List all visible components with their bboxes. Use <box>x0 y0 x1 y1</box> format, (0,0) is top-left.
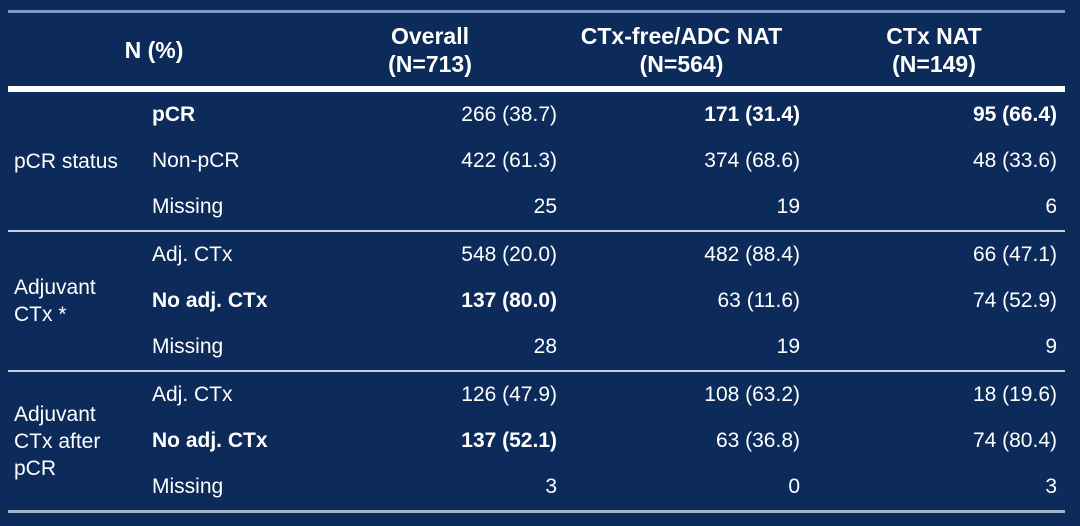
header-cell-n-percent: N (%) <box>124 36 184 63</box>
group-pcr-status: pCR status pCR 266 (38.7) 171 (31.4) 95 … <box>8 89 1065 231</box>
value-ctx-nat: 18 (19.6) <box>972 383 1057 406</box>
group-adjuvant-ctx-after-pcr: Adjuvant CTx after pCR Adj. CTx 126 (47.… <box>8 371 1065 512</box>
header-ctx-nat-n: (N=149) <box>892 50 976 77</box>
value-ctx-nat: 3 <box>1045 475 1057 498</box>
row-label: Missing <box>152 335 224 358</box>
group-adjuvant-ctx: Adjuvant CTx * Adj. CTx 548 (20.0) 482 (… <box>8 231 1065 371</box>
row-label: No adj. CTx <box>152 289 268 312</box>
value-ctx-nat: 9 <box>1045 335 1057 358</box>
value-ctx-free: 19 <box>776 195 800 218</box>
table-row: pCR status pCR 266 (38.7) 171 (31.4) 95 … <box>8 89 1065 173</box>
value-ctx-nat: 74 (52.9) <box>972 289 1057 312</box>
value-ctx-nat: 48 (33.6) <box>972 149 1057 172</box>
table-header: N (%) Overall (N=713) CTx-free/ADC NAT (… <box>8 11 1065 90</box>
table-row: Adjuvant CTx after pCR Adj. CTx 126 (47.… <box>8 371 1065 480</box>
header-cell-ctx-free-adc-nat: CTx-free/ADC NAT (N=564) <box>560 12 803 90</box>
table-row: Missing 28 19 9 <box>8 324 1065 371</box>
row-label: Non-pCR <box>152 149 240 172</box>
value-overall: 422 (61.3) <box>461 149 557 172</box>
row-label: Missing <box>152 195 224 218</box>
value-ctx-free: 19 <box>776 335 800 358</box>
row-label: No adj. CTx <box>152 429 268 452</box>
value-ctx-free: 171 (31.4) <box>704 103 800 126</box>
value-ctx-nat: 6 <box>1045 195 1057 218</box>
header-cell-ctx-nat: CTx NAT (N=149) <box>803 12 1065 90</box>
table-row: Non-pCR 422 (61.3) 374 (68.6) 48 (33.6) <box>8 138 1065 184</box>
group-label-adjuvant-ctx-after-pcr: Adjuvant CTx after pCR <box>14 402 101 480</box>
table-row: No adj. CTx 137 (80.0) 63 (11.6) 74 (52.… <box>8 278 1065 324</box>
value-overall: 137 (80.0) <box>461 289 557 312</box>
value-ctx-nat: 74 (80.4) <box>972 429 1057 452</box>
header-ctx-nat-title: CTx NAT <box>886 22 982 49</box>
value-overall: 126 (47.9) <box>461 383 557 406</box>
row-label: pCR <box>152 103 196 126</box>
group-label-adjuvant-ctx: Adjuvant CTx * <box>14 276 96 326</box>
table-row: Missing 25 19 6 <box>8 184 1065 231</box>
row-label: Adj. CTx <box>152 243 233 266</box>
value-ctx-free: 108 (63.2) <box>704 383 800 406</box>
value-overall: 548 (20.0) <box>461 243 557 266</box>
value-overall: 28 <box>533 335 557 358</box>
value-overall: 137 (52.1) <box>461 429 557 452</box>
value-ctx-free: 482 (88.4) <box>704 243 800 266</box>
header-overall-title: Overall <box>391 22 469 49</box>
value-ctx-free: 63 (11.6) <box>717 289 801 312</box>
value-ctx-nat: 66 (47.1) <box>972 243 1057 266</box>
value-ctx-free: 374 (68.6) <box>704 149 800 172</box>
header-ctx-free-title: CTx-free/ADC NAT <box>580 22 783 49</box>
value-overall: 266 (38.7) <box>461 103 557 126</box>
header-row: N (%) Overall (N=713) CTx-free/ADC NAT (… <box>8 11 1065 90</box>
value-overall: 3 <box>545 475 557 498</box>
table-row: Adjuvant CTx * Adj. CTx 548 (20.0) 482 (… <box>8 231 1065 326</box>
value-ctx-free: 0 <box>788 475 800 498</box>
header-cell-overall: Overall (N=713) <box>345 12 560 90</box>
clinical-results-table: N (%) Overall (N=713) CTx-free/ADC NAT (… <box>8 10 1065 513</box>
value-overall: 25 <box>533 195 557 218</box>
row-label: Missing <box>152 475 224 498</box>
header-ctx-free-n: (N=564) <box>639 50 724 77</box>
group-label-pcr-status: pCR status <box>14 149 118 173</box>
value-ctx-nat: 95 (66.4) <box>972 103 1057 126</box>
row-label: Adj. CTx <box>152 383 233 406</box>
header-overall-n: (N=713) <box>388 50 472 77</box>
table-row: No adj. CTx 137 (52.1) 63 (36.8) 74 (80.… <box>8 418 1065 464</box>
table-row: Missing 3 0 3 <box>8 464 1065 512</box>
value-ctx-free: 63 (36.8) <box>715 429 800 452</box>
